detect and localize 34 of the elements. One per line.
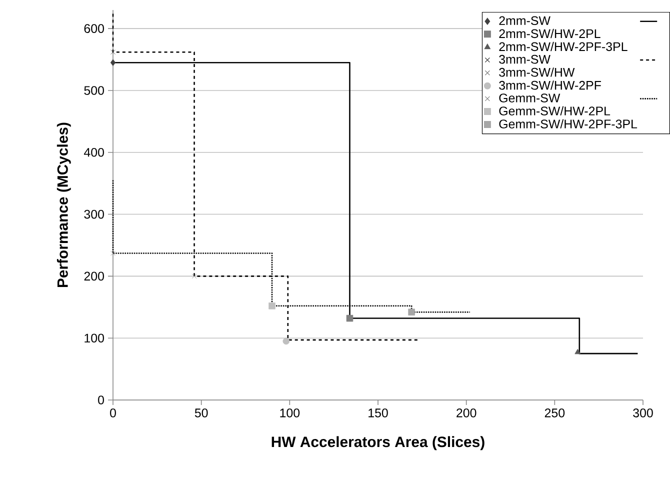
legend-label: 3mm-SW/HW: [499, 68, 575, 77]
x-tick-label: 50: [194, 408, 208, 418]
point: [110, 59, 116, 66]
x-tick-label: 200: [456, 408, 476, 418]
x-axis-title: HW Accelerators Area (Slices): [272, 436, 484, 450]
y-tick-label: 500: [84, 86, 104, 95]
y-axis-title: Performance (MCycles): [56, 122, 71, 288]
point: [346, 314, 354, 322]
legend-label: 2mm-SW: [499, 16, 550, 26]
y-tick-label: 200: [84, 272, 104, 281]
legend-label: 2mm-SW/HW-2PF-3PL: [499, 42, 628, 52]
x-tick-label: 150: [368, 408, 388, 418]
legend-label: 3mm-SW/HW-2PF: [499, 80, 601, 90]
point: [574, 348, 581, 354]
point: [110, 250, 116, 256]
y-tick-label: 400: [84, 148, 104, 157]
y-tick-label: 100: [84, 334, 104, 343]
point: [268, 302, 276, 310]
point: [408, 308, 415, 316]
x-tick-label: 250: [544, 408, 565, 418]
y-tick-label: 0: [98, 396, 104, 404]
x-tick-label: 0: [110, 408, 116, 418]
point: [282, 338, 290, 345]
point: [110, 50, 116, 55]
x-tick-label: 300: [633, 408, 653, 418]
legend-label: Gemm-SW/HW-2PF-3PL: [499, 119, 638, 128]
legend-label: 2mm-SW/HW-2PL: [499, 28, 600, 38]
x-tick-label: 100: [280, 408, 300, 418]
y-tick-label: 300: [84, 210, 104, 219]
legend-label: Gemm-SW/HW-2PL: [499, 106, 610, 116]
y-tick-label: 600: [84, 24, 104, 33]
legend-label: Gemm-SW: [499, 94, 560, 102]
legend-label: 3mm-SW: [499, 54, 550, 64]
point: [192, 274, 197, 279]
